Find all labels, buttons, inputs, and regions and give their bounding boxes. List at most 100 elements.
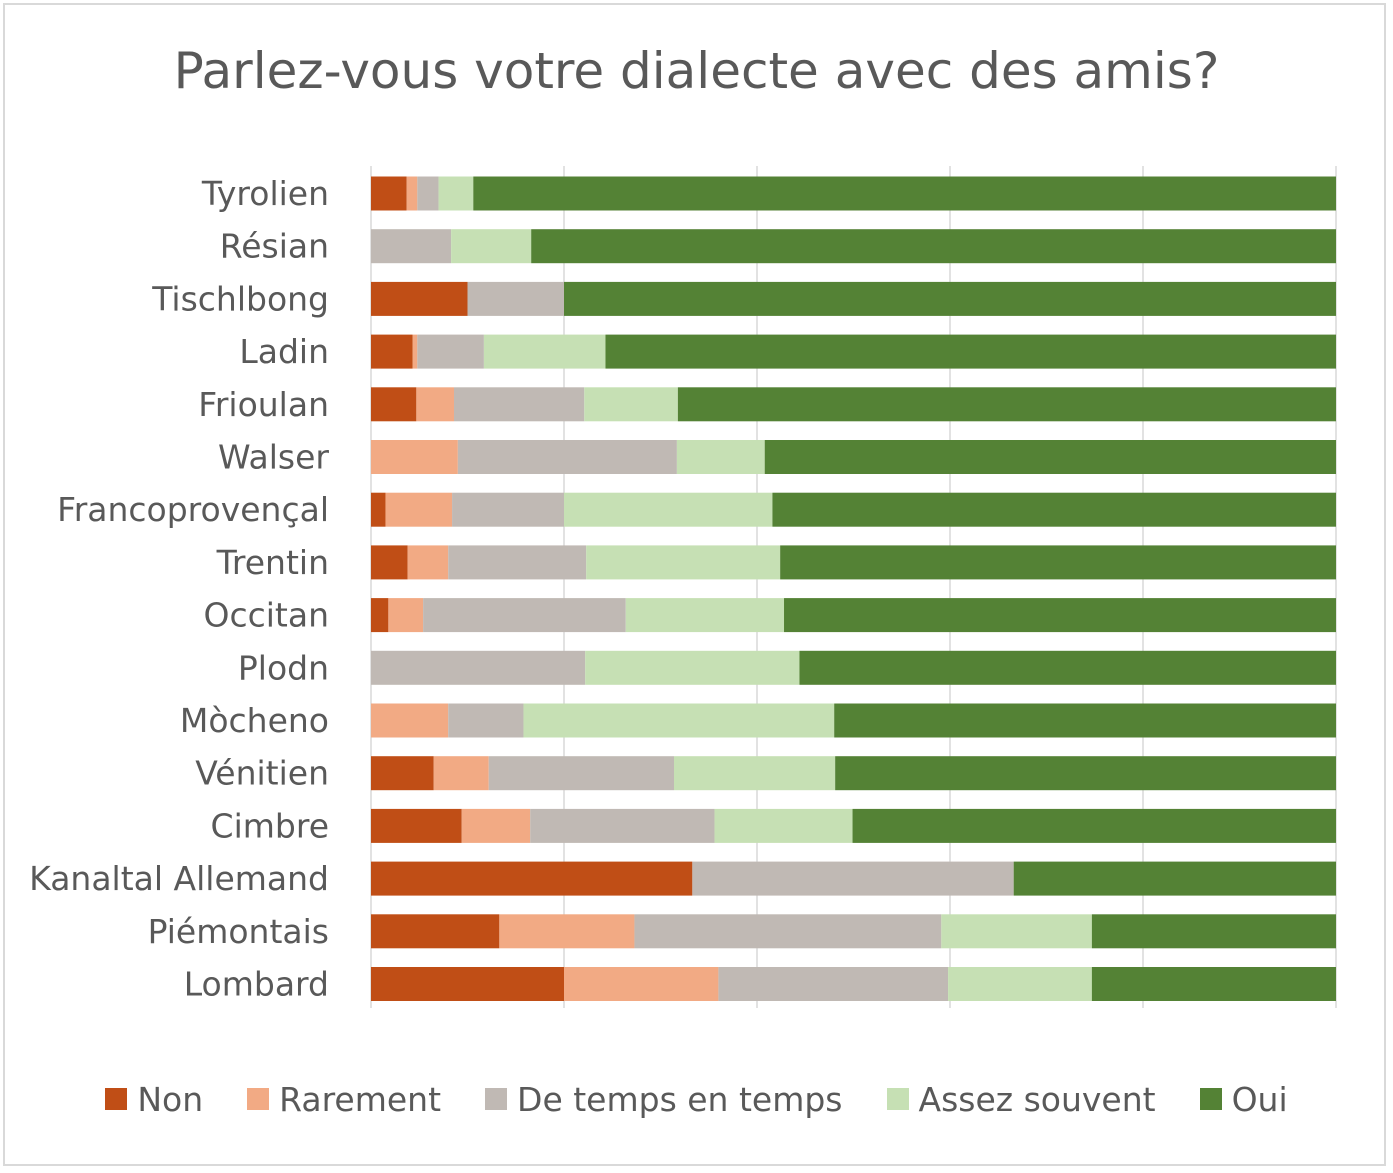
bar-segment	[488, 756, 675, 791]
bar-segment	[677, 387, 1336, 422]
category-label: Trentin	[216, 543, 329, 582]
category-label: Occitan	[203, 596, 329, 635]
bar-segment	[605, 334, 1336, 369]
bar-segment	[1091, 967, 1336, 1001]
category-label: Tischlbong	[151, 279, 329, 318]
legend-label: Assez souvent	[918, 1079, 1156, 1119]
bar-segment	[416, 387, 454, 422]
bar-segment	[764, 440, 1336, 474]
bar-segment	[523, 703, 835, 738]
category-label: Cimbre	[211, 806, 329, 845]
category-label: Tyrolien	[201, 174, 329, 213]
bar-segment	[674, 756, 836, 791]
bar-segment	[371, 598, 389, 633]
chart-legend: Non Rarement De temps en temps Assez souven…	[0, 1074, 1393, 1124]
bar-segment	[1091, 914, 1336, 949]
legend-label: De temps en temps	[517, 1079, 843, 1119]
category-label: Piémontais	[148, 912, 329, 951]
category-label: Lombard	[184, 965, 329, 1004]
bar-segment	[564, 281, 1336, 316]
chart-title: Parlez-vous votre dialecte avec des amis…	[173, 42, 1220, 100]
bar-segment	[407, 545, 449, 580]
category-label: Francoprovençal	[57, 490, 329, 529]
legend-label: Oui	[1231, 1079, 1288, 1119]
legend-item: Assez souvent	[886, 1079, 1156, 1119]
legend-swatch	[485, 1088, 508, 1110]
bar-segment	[564, 967, 719, 1001]
legend-label: Rarement	[279, 1079, 442, 1119]
bar-segment	[423, 598, 626, 633]
bar-segment	[834, 703, 1336, 738]
bar-segment	[448, 703, 524, 738]
bar-segment	[780, 545, 1336, 580]
bar-segment	[718, 967, 949, 1001]
legend-swatch	[105, 1088, 128, 1110]
bar-segment	[385, 492, 453, 527]
bar-segment	[483, 334, 606, 369]
bar-segment	[371, 387, 417, 422]
bar-segment	[371, 440, 458, 474]
bar-segment	[371, 334, 413, 369]
bar-segment	[676, 440, 765, 474]
bar-segment	[452, 492, 564, 527]
bar-segment	[586, 545, 781, 580]
category-label: Walser	[218, 438, 329, 477]
bar-segment	[433, 756, 489, 791]
bar-segment	[530, 808, 715, 843]
bar-segment	[371, 756, 434, 791]
category-label: Vénitien	[195, 754, 329, 793]
bar-segment	[371, 703, 449, 738]
category-label: Résian	[220, 227, 329, 266]
legend-item: Oui	[1199, 1079, 1288, 1119]
legend-item: Non	[105, 1080, 203, 1119]
bar-segment	[941, 914, 1092, 949]
bar-segment	[531, 229, 1336, 264]
category-label: Kanaltal Allemand	[29, 859, 329, 898]
bar-segment	[371, 545, 408, 580]
legend-item: Rarement	[247, 1080, 441, 1119]
category-label: Plodn	[238, 648, 329, 687]
legend-swatch	[247, 1088, 270, 1110]
bar-segment	[625, 598, 785, 633]
bar-segment	[406, 176, 418, 211]
bar-segment	[461, 808, 531, 843]
bar-segment	[412, 334, 418, 369]
legend-swatch	[1199, 1088, 1222, 1110]
bar-segment	[417, 176, 439, 211]
category-label: Mòcheno	[180, 701, 329, 740]
legend-label: Non	[137, 1079, 204, 1119]
bar-segment	[371, 967, 564, 1001]
bar-segment	[799, 650, 1336, 685]
bar-segment	[371, 914, 500, 949]
bar-segment	[584, 387, 678, 422]
bar-segment	[634, 914, 942, 949]
bar-segment	[467, 281, 564, 316]
bar-segment	[371, 176, 407, 211]
legend-item: De temps en temps	[485, 1079, 843, 1119]
bar-segment	[371, 861, 693, 896]
bar-segment	[784, 598, 1336, 633]
bar-segment	[417, 334, 484, 369]
bar-segment	[438, 176, 474, 211]
bar-segment	[453, 387, 585, 422]
bar-segment	[448, 545, 587, 580]
bar-segment	[835, 756, 1336, 791]
bar-segment	[371, 808, 462, 843]
bar-segment	[852, 808, 1336, 843]
bar-segment	[473, 176, 1336, 211]
bar-segment	[692, 861, 1014, 896]
bar-segment	[714, 808, 853, 843]
category-label: Ladin	[239, 332, 329, 371]
bar-segment	[451, 229, 532, 264]
category-label: Frioulan	[198, 385, 329, 424]
bar-segment	[388, 598, 424, 633]
bar-segment	[772, 492, 1336, 527]
bar-segment	[499, 914, 635, 949]
bar-segment	[371, 229, 452, 264]
bar-segment	[371, 492, 386, 527]
bar-segment	[585, 650, 800, 685]
legend-swatch	[886, 1088, 909, 1110]
bar-segment	[371, 650, 586, 685]
bar-segment	[564, 492, 773, 527]
